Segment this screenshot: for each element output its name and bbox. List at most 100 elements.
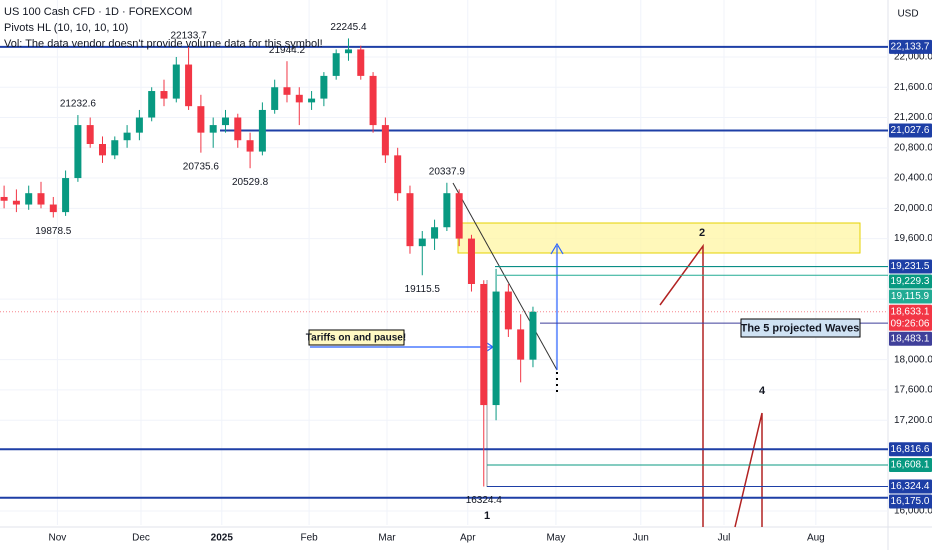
x-tick-label: Apr: [460, 533, 476, 544]
price-label-box: [889, 494, 932, 509]
candle-body: [98, 144, 106, 156]
plot: 19878.5 21232.6 22133.7 20735.6 20529.8 21944…: [0, 22, 888, 506]
candle-body: [320, 75, 328, 99]
y-tick-label: 17,200.0: [894, 415, 932, 426]
y-tick-label: 18,000.0: [894, 354, 932, 365]
x-tick-label: Jul: [718, 533, 731, 544]
pivot-label: 20337.9: [429, 166, 466, 177]
annotation-box: [740, 318, 861, 338]
x-tick-label: Aug: [807, 533, 825, 544]
volume-note: Vol: The data vendor doesn't provide vol…: [4, 38, 323, 50]
price-label-box: [889, 259, 932, 274]
x-tick-label: 2025: [211, 533, 234, 544]
price-label: 16,608.1: [891, 460, 930, 471]
candle-body: [480, 283, 488, 406]
candle-body: [492, 291, 500, 406]
price-label-box: [889, 457, 932, 472]
price-label: 22,133.7: [891, 42, 930, 53]
candle-body: [406, 193, 414, 247]
price-label: 18,633.1: [891, 306, 930, 317]
trend-line: [452, 182, 558, 371]
candle-body: [185, 64, 193, 107]
wave-line: [659, 243, 704, 527]
candle-body: [123, 132, 131, 141]
price-label-box: [889, 274, 932, 289]
price-label: 19,115.9: [891, 291, 930, 302]
candle-body: [381, 125, 389, 156]
candle-body: [197, 106, 205, 133]
y-tick-label: 21,600.0: [894, 82, 932, 93]
candle-body: [517, 329, 525, 360]
price-label-box: [889, 123, 932, 138]
x-tick-label: May: [546, 533, 565, 544]
x-tick-label: Nov: [48, 533, 66, 544]
pivot-label: 22245.4: [330, 22, 367, 33]
symbol-title: US 100 Cash CFD · 1D · FOREXCOM: [4, 6, 192, 18]
candle-body: [234, 117, 242, 141]
candle-body: [418, 238, 426, 247]
price-label-box: [889, 479, 932, 494]
y-tick-label: 21,200.0: [894, 112, 932, 123]
wave-label: 1: [484, 510, 490, 522]
x-tick-label: Dec: [132, 533, 150, 544]
grid: [0, 0, 888, 525]
candle-body: [135, 117, 143, 133]
candle-body: [25, 193, 33, 205]
wave-label: 4: [759, 385, 766, 397]
annotation: Tariffs on and pause!: [306, 333, 406, 344]
price-label: 16,816.6: [891, 444, 930, 455]
indicator: Pivots HL (10, 10, 10, 10): [4, 22, 128, 34]
price-label: 21,027.6: [891, 125, 930, 136]
price-label: 16,324.4: [891, 481, 930, 492]
price-label: 18,483.1: [891, 333, 930, 344]
countdown: 09:26:06: [891, 318, 930, 329]
overlay: Tariffs on and pause! The 5 projected Wa…: [306, 227, 861, 522]
candle-body: [332, 53, 340, 76]
candle-body: [394, 155, 402, 194]
pivot-label: 16324.4: [466, 495, 503, 506]
arrow-head: [550, 242, 564, 255]
y-tick-label: 20,800.0: [894, 142, 932, 153]
pivot-label: 21232.6: [60, 99, 97, 110]
candle-body: [529, 311, 537, 360]
candle-body: [172, 64, 180, 99]
price-label: 19,231.5: [891, 261, 930, 272]
candle-body: [431, 227, 439, 239]
candle-body: [258, 109, 266, 152]
candle-body: [504, 291, 512, 330]
candle-body: [467, 238, 475, 284]
price-label-box: [889, 289, 932, 304]
candle-body: [344, 49, 352, 54]
y-tick-label: 19,600.0: [894, 233, 932, 244]
price-label-box: [889, 331, 932, 346]
candle-body: [283, 87, 291, 95]
pivot-label: 19115.5: [405, 284, 441, 295]
price-label: 16,175.0: [891, 496, 930, 507]
candle-body: [37, 193, 45, 205]
candle-body: [111, 140, 119, 156]
pivot-label: 19878.5: [35, 226, 72, 237]
price-label-box: [889, 39, 932, 54]
price-label: 19,229.3: [891, 276, 930, 287]
candle-body: [0, 196, 8, 201]
pivot-label: 20735.6: [183, 161, 220, 172]
candle-body: [221, 117, 229, 126]
pivot-label: 21944.2: [269, 45, 306, 56]
x-tick-label: Jun: [633, 533, 649, 544]
candle-body: [62, 178, 70, 213]
candle-body: [246, 140, 254, 152]
candle-body: [86, 125, 94, 145]
candle-body: [308, 98, 316, 103]
candle-body: [12, 200, 20, 205]
x-tick-label: Mar: [378, 533, 396, 544]
x-tick-label: Feb: [301, 533, 319, 544]
candle-body: [271, 87, 279, 110]
candle-body: [209, 125, 217, 133]
candle-body: [443, 193, 451, 228]
pivot-label: 22133.7: [171, 31, 208, 42]
candle-body: [49, 204, 57, 213]
y-tick-label: 20,400.0: [894, 173, 932, 184]
candle-body: [455, 193, 463, 239]
y-tick-label: 16,000.0: [894, 506, 932, 517]
